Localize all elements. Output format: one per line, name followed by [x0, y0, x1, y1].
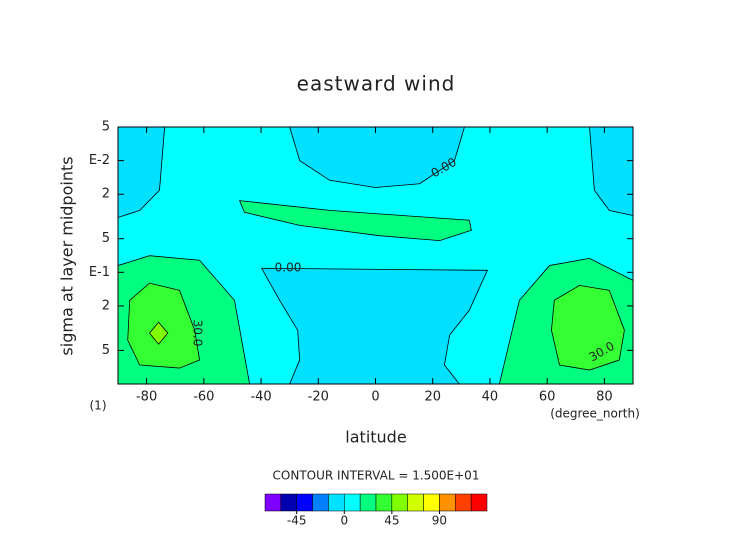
colorbar-box — [455, 493, 472, 512]
y-tick-label: E-1 — [89, 265, 110, 280]
colorbar-box — [328, 493, 345, 512]
y-tick-label: 5 — [102, 343, 110, 358]
colorbar-tick-label: 0 — [340, 514, 348, 528]
colorbar-box — [470, 493, 488, 512]
colorbar-box — [375, 493, 393, 512]
colorbar-box — [344, 493, 361, 512]
colorbar-box — [423, 493, 440, 512]
contour-region — [289, 126, 466, 188]
x-unit: (degree_north) — [550, 407, 640, 421]
plot-area — [117, 126, 634, 385]
colorbar-box — [407, 493, 424, 512]
y-tick-label: 5 — [102, 231, 110, 246]
x-tick-label: 40 — [482, 390, 499, 405]
x-tick-label: -40 — [250, 390, 271, 405]
colorbar-tick-label: -45 — [287, 514, 307, 528]
y-tick-label: 5 — [102, 120, 110, 135]
colorbar-tick-label: 90 — [432, 514, 447, 528]
contour-label: 30.0 — [191, 320, 205, 347]
chart-title: eastward wind — [297, 72, 456, 96]
x-tick-label: 20 — [424, 390, 441, 405]
colorbar-box — [359, 493, 377, 512]
y-tick-label: 2 — [102, 298, 110, 313]
colorbar-box — [264, 493, 282, 512]
x-tick-label: 60 — [539, 390, 556, 405]
contour-region — [127, 282, 200, 369]
colorbar-box — [439, 493, 456, 512]
y-tick-label: E-2 — [89, 153, 110, 168]
x-axis-label: latitude — [345, 428, 406, 447]
colorbar-box — [280, 493, 297, 512]
colorbar-box — [391, 493, 408, 512]
colorbar-box — [296, 493, 313, 512]
contour-label: 0.00 — [275, 261, 302, 275]
x-tick-label: -20 — [308, 390, 329, 405]
x-tick-label: -60 — [193, 390, 214, 405]
contour-region — [148, 321, 169, 345]
colorbar-tick-label: 45 — [384, 514, 399, 528]
x-tick-label: -80 — [136, 390, 157, 405]
contour-region — [238, 200, 472, 241]
x-tick-label: 0 — [371, 390, 379, 405]
y-tick-label: 2 — [102, 187, 110, 202]
x-tick-label: 80 — [596, 390, 613, 405]
colorbar-box — [312, 493, 329, 512]
y-unit: (1) — [90, 399, 107, 413]
contour-interval: CONTOUR INTERVAL = 1.500E+01 — [273, 469, 480, 483]
contour-region — [551, 284, 625, 371]
y-axis-label: sigma at layer midpoints — [58, 156, 77, 355]
